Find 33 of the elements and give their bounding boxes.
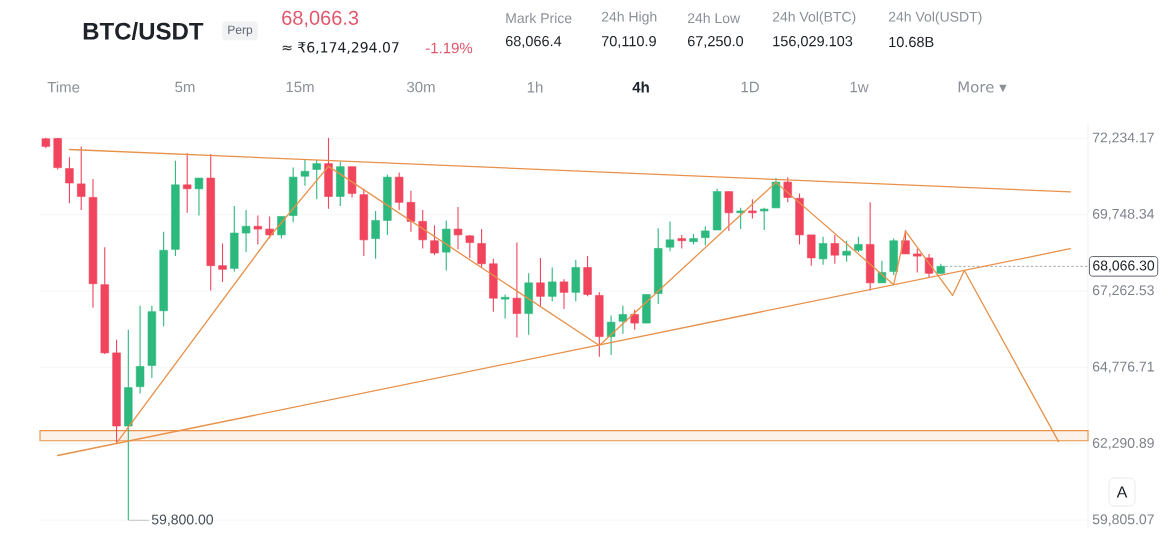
text: 24h Vol(USDT): [888, 11, 982, 25]
text: 24h Low: [687, 12, 741, 24]
text: 1h: [527, 81, 543, 93]
text: A: [1116, 486, 1128, 498]
y-tick-label: 67,262.53: [1092, 285, 1154, 297]
text: 68,066.3: [282, 10, 359, 28]
text: 24h High: [601, 11, 657, 25]
y-tick-label: 72,234.17: [1092, 132, 1154, 145]
text: 1D: [741, 81, 759, 93]
text: Mark Price: [506, 12, 572, 24]
text: Perp: [228, 25, 253, 37]
text: 1w: [850, 81, 869, 93]
text: 4h: [632, 81, 649, 93]
text: 68,066.4: [505, 36, 562, 48]
y-tick-label: 64,776.71: [1092, 361, 1154, 374]
y-tick-label: 62,290.89: [1092, 438, 1154, 450]
ref-line-label: 68,066.30: [1093, 260, 1155, 273]
text: 67,250.0: [687, 36, 744, 48]
text: 15m: [286, 81, 314, 93]
y-tick-label: 69,748.34: [1092, 208, 1155, 221]
text: Time: [47, 81, 80, 93]
text: More ▾: [958, 81, 1007, 93]
text: 10.68B: [889, 36, 934, 48]
text: -1.19%: [425, 42, 473, 54]
text: 70,110.9: [601, 36, 656, 48]
text: 156,029.103: [773, 36, 853, 48]
text: 24h Vol(BTC): [772, 11, 856, 25]
annotation: 59,800.00: [151, 514, 214, 527]
y-tick-label: 59,805.07: [1092, 514, 1154, 526]
chart-title: BTC/USDT: [83, 22, 204, 40]
text: ≈ ₹6,174,294.07: [282, 41, 399, 55]
text: 30m: [406, 81, 435, 93]
text: 5m: [175, 81, 195, 93]
